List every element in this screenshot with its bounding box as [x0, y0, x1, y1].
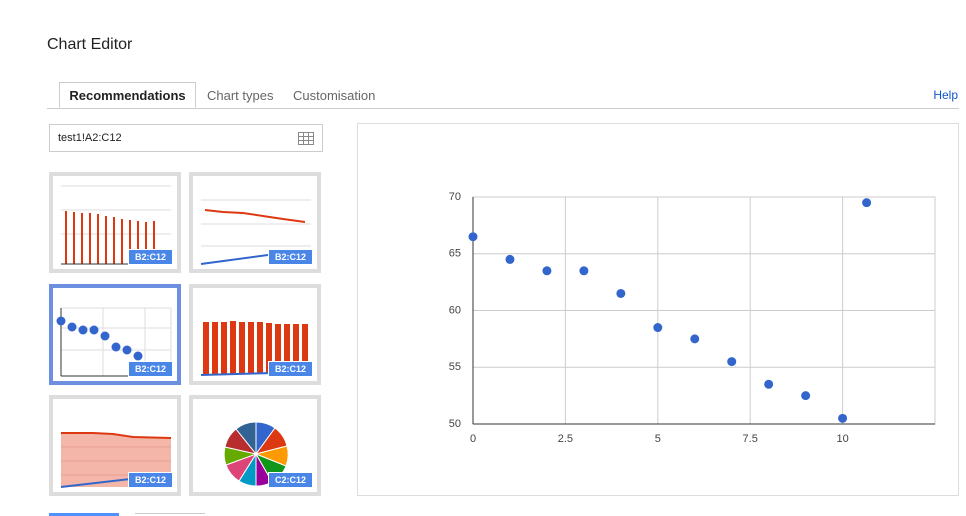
- tab-divider: [47, 108, 959, 109]
- point: [690, 334, 700, 344]
- tab[interactable]: Customisation: [293, 88, 376, 103]
- help-link[interactable]: Help: [933, 88, 958, 102]
- range-input[interactable]: test1!A2:C12: [49, 124, 323, 152]
- button[interactable]: [135, 513, 205, 516]
- point: [505, 254, 515, 264]
- point: [727, 357, 737, 367]
- thumb-column: [61, 185, 171, 265]
- point: [653, 323, 663, 333]
- point: [616, 288, 626, 298]
- point: [862, 198, 872, 208]
- point: [542, 266, 552, 276]
- point: [764, 379, 774, 389]
- y-tick-label: 50: [449, 418, 461, 430]
- thumb-pie: [223, 421, 289, 487]
- thumbnail[interactable]: B2:C12: [49, 172, 181, 273]
- thumb-label: B2:C12: [267, 249, 313, 265]
- thumb-label: B2:C12: [127, 361, 173, 377]
- thumbnail[interactable]: B2:C12: [189, 172, 321, 273]
- range-text: test1!A2:C12: [58, 132, 122, 144]
- thumbnail[interactable]: B2:C12: [189, 284, 321, 385]
- thumbnail[interactable]: B2:C12: [49, 284, 181, 385]
- tab[interactable]: Recommendations: [59, 82, 196, 108]
- x-tick-label: 7.5: [743, 433, 758, 445]
- dialog-title: Chart Editor: [47, 36, 133, 53]
- thumbnail[interactable]: B2:C12: [49, 395, 181, 496]
- thumb-label: B2:C12: [127, 249, 173, 265]
- point: [838, 413, 848, 423]
- x-tick-label: 2.5: [558, 433, 573, 445]
- point: [801, 391, 811, 401]
- grid-icon[interactable]: [298, 132, 314, 145]
- thumb-label: B2:C12: [127, 472, 173, 488]
- y-tick-label: 65: [449, 248, 461, 260]
- button[interactable]: [49, 513, 119, 516]
- chart-preview: [357, 123, 959, 496]
- thumb-label: B2:C12: [267, 361, 313, 377]
- x-tick-label: 10: [836, 433, 848, 445]
- x-tick-label: 0: [470, 433, 476, 445]
- point: [468, 232, 478, 242]
- thumbnail[interactable]: C2:C12: [189, 395, 321, 496]
- thumb-bars: [200, 321, 312, 376]
- thumb-scatter: [56, 307, 172, 377]
- tab[interactable]: Chart types: [207, 88, 274, 103]
- y-tick-label: 55: [449, 361, 461, 373]
- y-tick-label: 60: [449, 304, 461, 316]
- x-tick-label: 5: [655, 433, 661, 445]
- point: [579, 266, 589, 276]
- thumb-label: C2:C12: [267, 472, 313, 488]
- y-tick-label: 70: [449, 191, 461, 203]
